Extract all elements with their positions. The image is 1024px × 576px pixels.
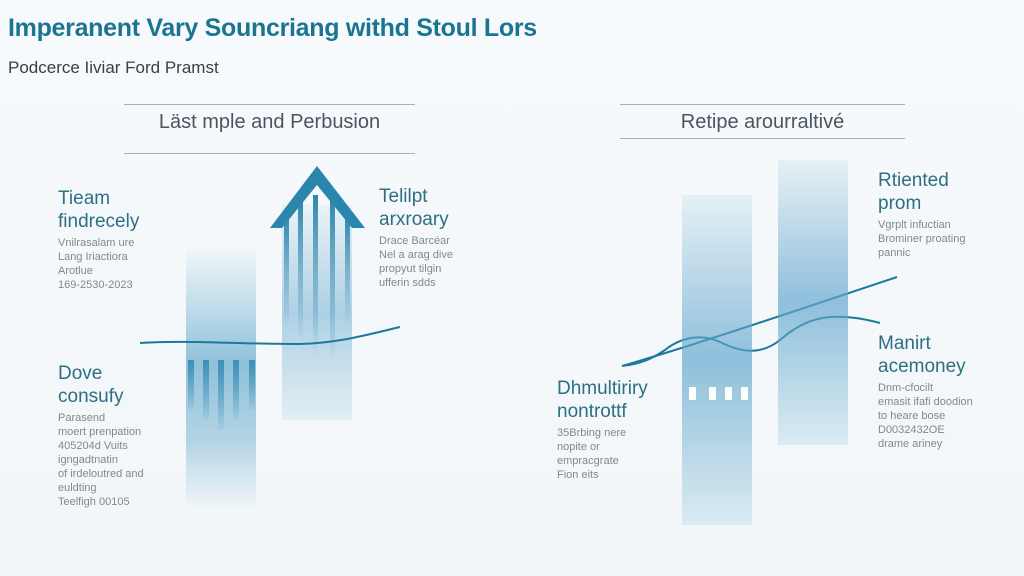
text-block: Telilpt arxroary Drace Barcéar Nel a ara… — [379, 185, 453, 290]
block-text: Arotlue — [58, 265, 93, 277]
block-heading: arxroary — [379, 209, 449, 230]
bar-stripe — [218, 360, 224, 430]
block-text: Drace Barcéar — [379, 235, 450, 247]
left-panel-title: Läst mple and Perbusion — [158, 111, 381, 133]
block-text: 405204d Vuits — [58, 440, 128, 452]
divider — [620, 138, 905, 139]
block-heading: Rtiented — [878, 170, 949, 191]
divider — [124, 104, 415, 105]
block-text: Nel a arag dive — [379, 249, 453, 261]
block-text: Brominer proating — [878, 233, 966, 245]
bar-stripe — [249, 360, 255, 410]
block-text: empracgrate — [557, 455, 619, 467]
block-heading: Manirt — [878, 333, 931, 354]
marker — [725, 387, 732, 400]
block-heading: Telilpt — [379, 186, 428, 207]
block-text: 169-2530-2023 — [58, 279, 133, 291]
block-text: pannic — [878, 247, 911, 259]
marker — [709, 387, 716, 400]
block-heading: findrecely — [58, 211, 140, 232]
marker — [689, 387, 696, 400]
block-text: D0032432OE — [878, 424, 945, 436]
block-heading: nontrottf — [557, 401, 627, 422]
block-text: to heare bose — [878, 410, 946, 422]
arrow-up-icon — [270, 166, 365, 228]
trend-line — [139, 326, 401, 346]
bar-stripe — [188, 360, 194, 410]
block-text: Lang Iriactiora — [58, 251, 128, 263]
bar-stripe — [233, 360, 239, 420]
block-text: Dnm-cfocilt — [878, 382, 934, 394]
block-text: igngadtnatin — [58, 454, 118, 466]
divider — [620, 104, 905, 105]
block-text: ufferin sdds — [379, 277, 436, 289]
text-block: Rtiented prom Vgrplt infuctian Brominer … — [878, 169, 965, 260]
block-heading: consufy — [58, 386, 124, 407]
block-text: drame ariney — [878, 438, 943, 450]
trend-line — [621, 276, 898, 367]
block-heading: Tieam — [58, 188, 111, 209]
block-text: emasit ifafi doodion — [878, 396, 973, 408]
page-title: Imperanent Vary Souncriang withd Stoul L… — [8, 14, 537, 42]
arrow-stripes — [284, 195, 350, 360]
divider — [124, 153, 415, 154]
block-text: Fion eits — [557, 469, 599, 481]
text-block: Tieam findrecely Vnilrasalam ure Lang Ir… — [58, 187, 139, 292]
block-text: Parasend — [58, 412, 106, 424]
block-heading: Dhmultiriry — [557, 378, 648, 399]
block-text: 35Brbing nere — [557, 427, 627, 439]
page-subtitle: Podcerce Iiviar Ford Pramst — [8, 58, 219, 77]
block-heading: acemoney — [878, 356, 966, 377]
marker — [741, 387, 748, 400]
block-heading: Dove — [58, 363, 103, 384]
block-text: of irdeloutred and — [58, 468, 144, 480]
block-text: propyut tilgin — [379, 263, 442, 275]
block-text: nopite or — [557, 441, 600, 453]
text-block: Dhmultiriry nontrottf 35Brbing nere nopi… — [557, 377, 648, 482]
block-text: euldting — [58, 482, 97, 494]
bar — [778, 160, 848, 445]
text-block: Manirt acemoney Dnm-cfocilt emasit ifafi… — [878, 332, 973, 451]
bar — [682, 195, 752, 525]
block-text: Vnilrasalam ure — [58, 237, 135, 249]
text-block: Dove consufy Parasend moert prenpation 4… — [58, 362, 144, 509]
block-text: Vgrplt infuctian — [878, 219, 951, 231]
block-text: moert prenpation — [58, 426, 142, 438]
block-heading: prom — [878, 193, 922, 214]
block-text: Teelfigh 00105 — [58, 496, 130, 508]
bar-stripe — [203, 360, 209, 420]
right-panel-title: Retipe arourraltivé — [680, 111, 845, 133]
